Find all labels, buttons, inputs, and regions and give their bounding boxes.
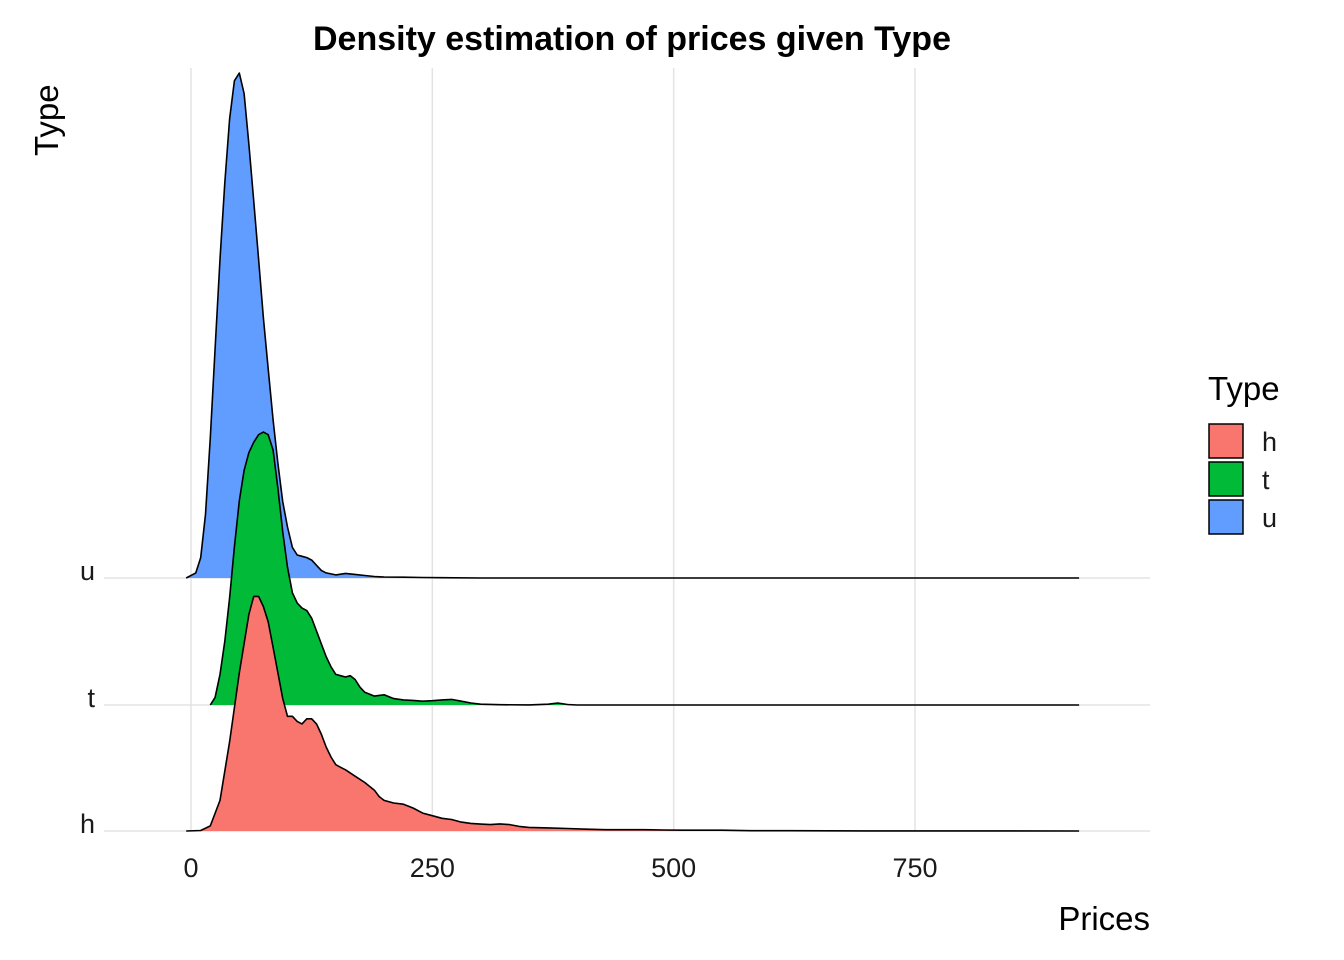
density-area-h (186, 596, 1080, 831)
legend-label-h: h (1262, 427, 1277, 457)
density-line-u (185, 72, 1080, 579)
legend-swatch-h (1208, 423, 1244, 459)
chart-title: Density estimation of prices given Type (313, 20, 951, 58)
legend-label-t: t (1262, 465, 1270, 495)
y-axis-title: Type (28, 84, 65, 156)
density-line-h (186, 595, 1080, 832)
x-tick-label: 500 (651, 853, 696, 883)
density-ridges (185, 72, 1080, 832)
x-axis-ticks: 0 250 500 750 (183, 853, 937, 883)
density-area-u (186, 73, 1080, 578)
density-line-t (209, 431, 1080, 706)
y-axis-ticks: h t u (80, 556, 96, 839)
legend: Type htu (1208, 370, 1280, 535)
x-tick-label: 750 (892, 853, 937, 883)
x-axis-title: Prices (1058, 900, 1150, 937)
legend-swatch-t (1208, 461, 1244, 497)
legend-swatch-u (1208, 499, 1244, 535)
density-area-t (210, 432, 1080, 705)
x-tick-label: 0 (183, 853, 198, 883)
y-tick-label-u: u (80, 556, 95, 586)
legend-label-u: u (1262, 503, 1277, 533)
y-tick-label-h: h (80, 809, 95, 839)
x-tick-label: 250 (410, 853, 455, 883)
legend-title: Type (1208, 370, 1280, 407)
y-tick-label-t: t (87, 683, 95, 713)
